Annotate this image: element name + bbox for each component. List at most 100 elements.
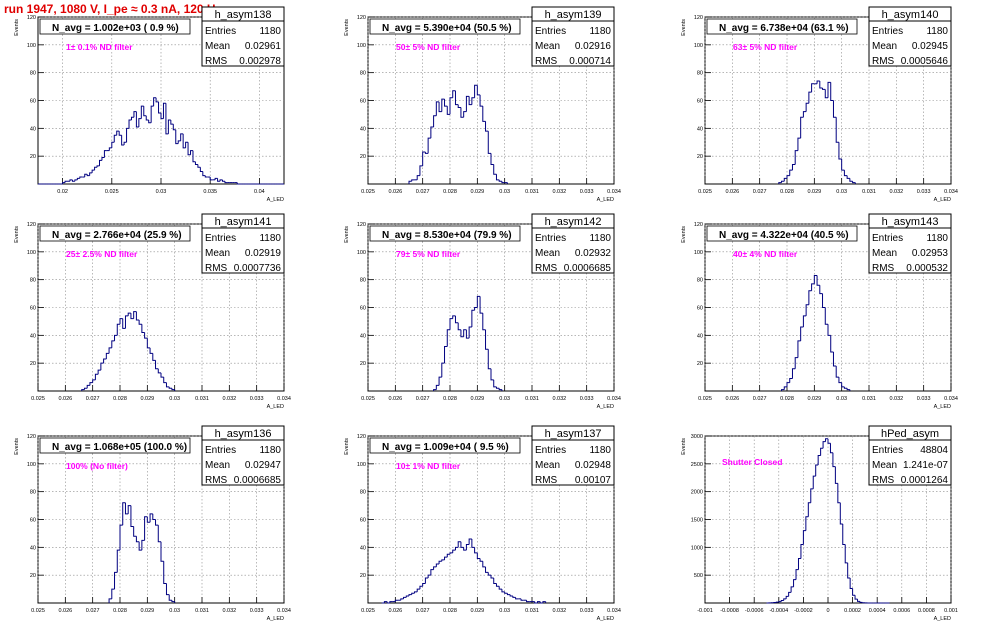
histogram-bin: [812, 475, 816, 489]
histogram-bin: [501, 589, 505, 593]
histogram-panel-h_asym136: 0.025 0.026 0.027 0.028 0.029 0.03 0.031 0.032 0…: [14, 425, 291, 622]
histogram-bin: [99, 159, 102, 166]
histogram-name: h_asym139: [545, 9, 602, 21]
y-tick-label: 20: [30, 154, 36, 160]
histogram-bin: [795, 569, 799, 580]
histogram-bin: [217, 178, 221, 182]
histogram-bin: [805, 304, 809, 316]
histogram-bin: [121, 135, 125, 146]
histogram-bin: [463, 329, 467, 337]
histogram-bin: [135, 311, 140, 321]
x-axis-label: A_LED: [267, 404, 284, 410]
stats-value: 0.02919: [245, 248, 282, 259]
x-tick-label: 0.031: [195, 396, 209, 402]
histogram-name: h_asym140: [882, 9, 939, 21]
histogram-bin: [177, 140, 181, 144]
histogram-bin: [108, 347, 112, 354]
histogram-bin: [807, 502, 811, 517]
x-tick-label: 0.028: [443, 189, 457, 195]
histogram-bin: [165, 583, 170, 596]
histogram-bin: [465, 329, 470, 339]
histogram-bin: [128, 119, 132, 129]
histogram-bin: [786, 382, 790, 387]
navg-box: [39, 437, 191, 454]
x-tick-label: 0.031: [525, 608, 539, 614]
stats-value: 0.000532: [906, 263, 948, 274]
histogram-bin: [152, 353, 156, 361]
histogram-bin: [794, 150, 798, 165]
y-tick-label: 60: [30, 518, 36, 524]
histogram-bin: [103, 150, 107, 158]
navg-box: [39, 18, 191, 35]
histogram-bin: [74, 179, 78, 182]
histogram-name: h_asym143: [882, 216, 939, 228]
x-tick-label: 0.033: [580, 189, 594, 195]
stats-value: 1180: [259, 26, 281, 37]
y-tick-label: 20: [360, 154, 366, 160]
histogram-bin: [859, 601, 863, 603]
x-tick-label: 0.026: [725, 189, 739, 195]
histogram-bin: [446, 106, 450, 115]
x-tick-label: 0.034: [944, 189, 958, 195]
histogram-bin: [822, 87, 826, 90]
histogram-bin: [148, 119, 152, 124]
histogram-bin: [482, 106, 486, 122]
histogram-bin: [114, 334, 118, 341]
x-axis-label: A_LED: [267, 197, 284, 203]
stats-box: [201, 425, 285, 486]
histogram-bin: [444, 99, 448, 107]
histogram-bin: [852, 588, 856, 596]
x-tick-label: 0.032: [552, 396, 566, 402]
histogram-bin: [452, 315, 456, 319]
histogram-bin: [457, 541, 461, 548]
x-tick-label: 0.035: [203, 189, 217, 195]
x-tick-label: 0.0008: [918, 608, 935, 614]
histogram-bin: [146, 516, 151, 523]
histogram-bin: [163, 377, 167, 384]
stats-label: Mean: [205, 460, 230, 471]
histogram-bin: [89, 172, 93, 176]
y-tick-label: 40: [30, 333, 36, 339]
y-tick-label: 500: [694, 573, 703, 579]
histogram-bin: [490, 368, 494, 381]
histogram-bin: [101, 157, 105, 161]
histogram-bin: [62, 182, 66, 184]
histogram-bin: [86, 384, 90, 389]
histogram-bin: [435, 101, 440, 116]
histogram-bin: [64, 180, 68, 183]
stats-label: RMS: [205, 263, 228, 274]
histogram-bin: [438, 560, 442, 565]
x-tick-label: 0.025: [361, 608, 375, 614]
histogram-bin: [133, 526, 137, 537]
histogram-bin: [495, 174, 500, 181]
histogram-bin: [789, 169, 793, 176]
y-tick-label: 100: [694, 250, 703, 256]
histogram-bin: [91, 169, 95, 173]
stats-box: [868, 425, 952, 486]
histogram-bin: [463, 111, 467, 118]
histogram-bin: [490, 575, 494, 579]
histogram-panel-h_asym143: 0.025 0.026 0.027 0.028 0.029 0.03 0.031 0.032 0…: [681, 213, 958, 410]
histogram-bin: [778, 182, 782, 184]
x-tick-label: 0.025: [361, 189, 375, 195]
histogram-bin: [199, 167, 203, 172]
histogram-bin: [435, 384, 440, 390]
histogram-bin: [490, 153, 494, 166]
histogram-bin: [411, 179, 415, 182]
x-tick-label: 0.031: [862, 189, 876, 195]
x-tick-label: 0.028: [780, 189, 794, 195]
x-tick-label: 0.031: [525, 189, 539, 195]
histogram-bin: [449, 97, 453, 115]
y-tick-label: 100: [27, 250, 36, 256]
histogram-bin: [157, 368, 161, 374]
histogram-bin: [81, 389, 85, 391]
x-tick-label: 0.029: [140, 608, 154, 614]
x-tick-label: 0.032: [889, 396, 903, 402]
stats-value: 0.02953: [912, 248, 949, 259]
histogram-bin: [827, 81, 831, 98]
histogram-bin: [222, 179, 225, 182]
histogram-bin: [172, 124, 176, 131]
histogram-bin: [438, 376, 442, 386]
stats-value: 1.241e-07: [903, 460, 948, 471]
x-tick-label: 0.03: [169, 396, 180, 402]
